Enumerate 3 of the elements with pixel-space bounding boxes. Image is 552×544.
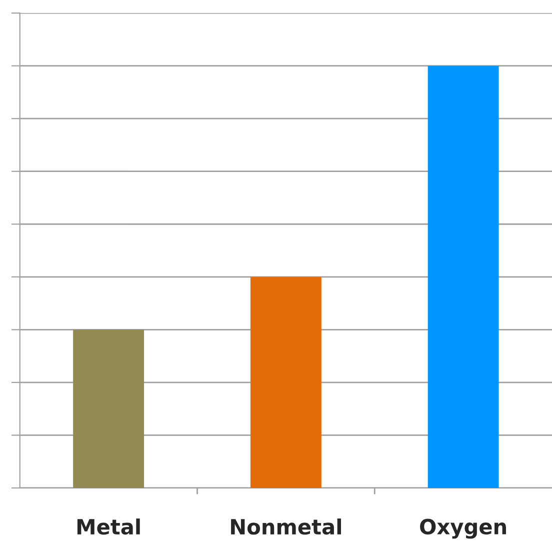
x-tick-label: Metal — [77, 518, 140, 535]
x-tick-label: Oxygen — [420, 518, 506, 539]
x-tick-label: Nonmetal — [231, 518, 341, 535]
